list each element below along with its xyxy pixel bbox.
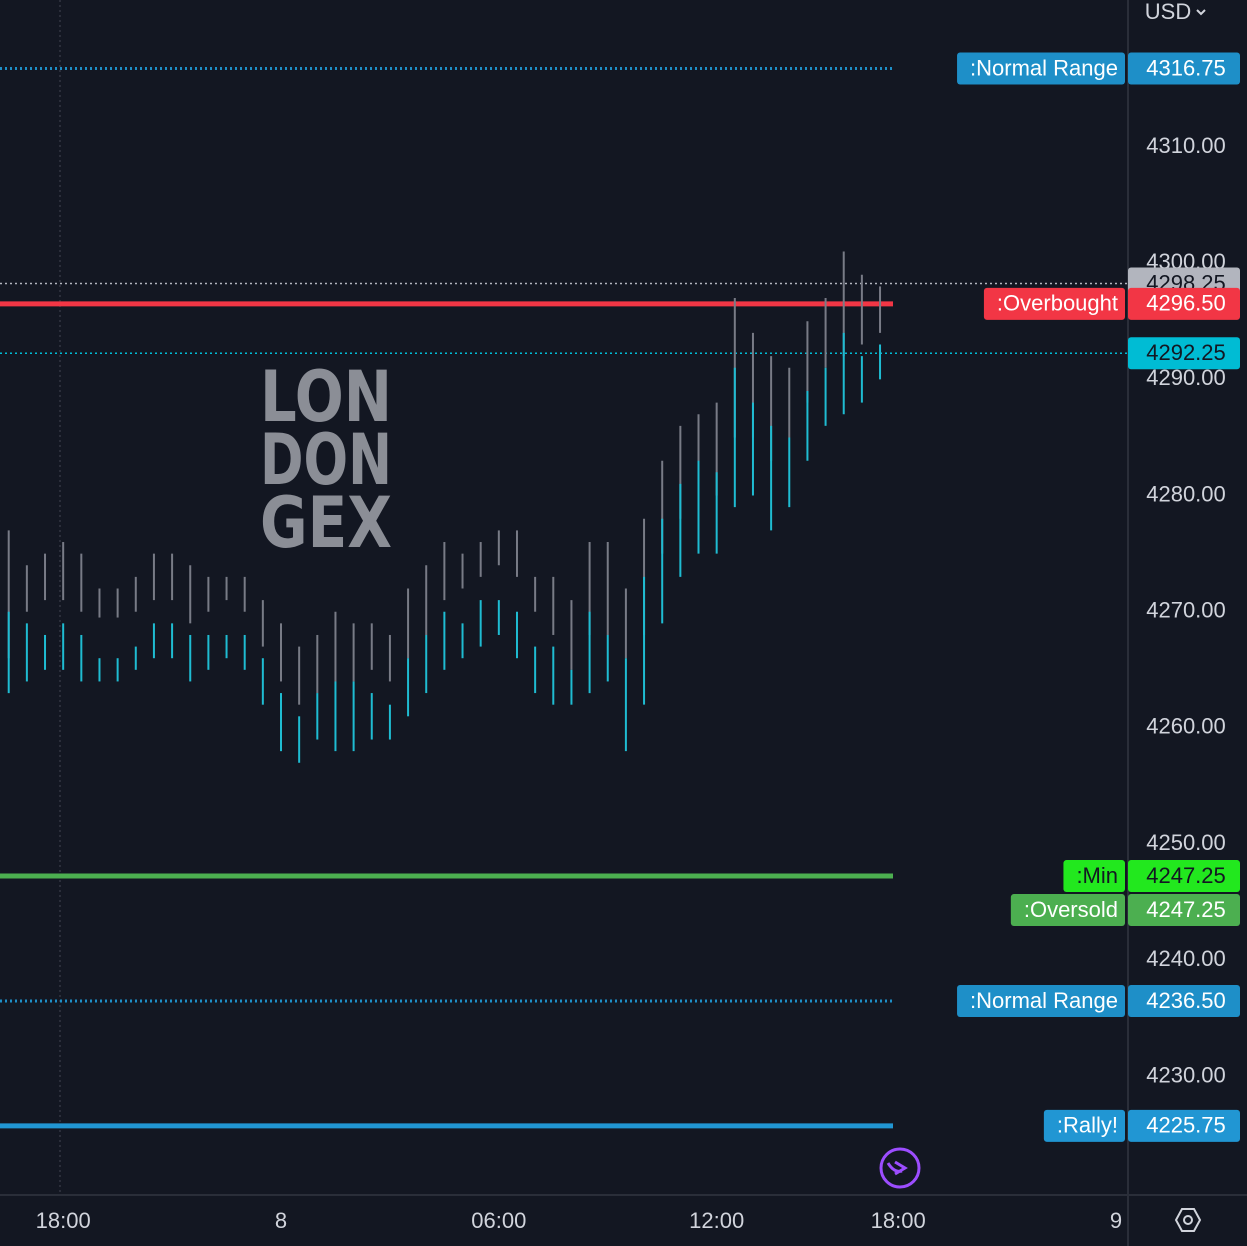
level-value-label: 4296.50: [1146, 291, 1226, 316]
x-tick-label: 8: [275, 1208, 287, 1233]
y-tick-label: 4260.00: [1146, 714, 1226, 739]
y-tick-label: 4250.00: [1146, 830, 1226, 855]
level-value-pill: [1128, 52, 1240, 85]
level-name-pill: [1010, 894, 1125, 927]
level-name-label: :Min: [1076, 863, 1118, 888]
level-value-pill: [1128, 1109, 1240, 1142]
level-value-label: 4316.75: [1146, 55, 1226, 80]
y-tick-label: 4310.00: [1146, 133, 1226, 158]
currency-chevron[interactable]: [1196, 9, 1206, 16]
y-tick-label: 4290.00: [1146, 365, 1226, 390]
settings-icon[interactable]: [1174, 1208, 1202, 1232]
level-value-pill: [1128, 287, 1240, 320]
x-tick-label: 18:00: [871, 1208, 926, 1233]
level-name-label: :Normal Range: [970, 988, 1118, 1013]
level-name-pill: [983, 287, 1125, 320]
level-value-label: 4225.75: [1146, 1113, 1226, 1138]
plot-area: [0, 67, 1128, 1129]
level-value-label: 4247.25: [1146, 863, 1226, 888]
x-tick-label: 12:00: [689, 1208, 744, 1233]
level-value-pill: [1128, 984, 1240, 1017]
scroll-arrow: [886, 1160, 908, 1176]
watermark-line: LON: [260, 356, 392, 438]
currency[interactable]: USD: [1145, 0, 1191, 24]
level-name-label: :Rally!: [1057, 1113, 1118, 1138]
watermark-line: DON: [260, 419, 392, 501]
last-price-pill: [1128, 337, 1240, 370]
level-name-label: :Normal Range: [970, 55, 1118, 80]
watermark-line: GEX: [260, 482, 392, 564]
level-value-pill: [1128, 894, 1240, 927]
scroll-button[interactable]: [879, 1147, 921, 1189]
level-name-pill: [1043, 1109, 1125, 1142]
level-name-label: :Oversold: [1024, 897, 1118, 922]
level-value-label: 4236.50: [1146, 988, 1226, 1013]
level-value-label: 4247.25: [1146, 897, 1226, 922]
y-tick-label: 4230.00: [1146, 1062, 1226, 1087]
level-name-pill: [957, 984, 1125, 1017]
x-tick-label: 06:00: [471, 1208, 526, 1233]
watermark: LON DON GEX: [260, 356, 392, 564]
y-tick-label: 4270.00: [1146, 598, 1226, 623]
x-tick-label: 18:00: [36, 1208, 91, 1233]
y-tick-label: 4240.00: [1146, 946, 1226, 971]
x-tick-label: 9: [1110, 1208, 1122, 1233]
last-price-label: 4292.25: [1146, 340, 1226, 365]
level-value-pill: [1128, 860, 1240, 893]
settings-icon-center: [1183, 1215, 1193, 1225]
level-name-pill: [1063, 860, 1125, 893]
y-tick-label: 4280.00: [1146, 481, 1226, 506]
level-name-label: :Overbought: [997, 291, 1118, 316]
scroll-to-realtime[interactable]: [879, 1147, 921, 1189]
level-name-pill: [957, 52, 1125, 85]
